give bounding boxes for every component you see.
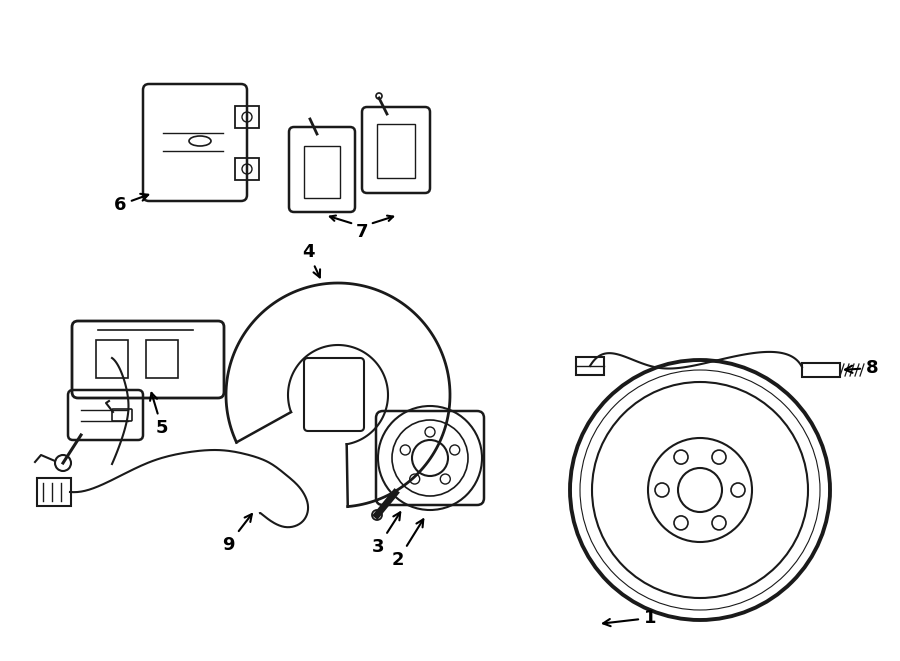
Bar: [377, 124, 415, 178]
Bar: [802, 363, 840, 377]
Bar: [304, 146, 340, 198]
Text: 3: 3: [372, 512, 400, 556]
Bar: [235, 106, 259, 128]
Circle shape: [376, 93, 382, 99]
Text: 2: 2: [392, 520, 423, 569]
Text: 8: 8: [845, 359, 878, 377]
Text: 1: 1: [603, 609, 656, 627]
FancyBboxPatch shape: [112, 409, 132, 421]
Text: 5: 5: [150, 393, 168, 437]
Bar: [96, 340, 128, 378]
Text: 9: 9: [221, 514, 252, 554]
Bar: [576, 357, 604, 375]
Text: 4: 4: [302, 243, 320, 278]
Text: 6: 6: [113, 194, 148, 214]
Bar: [235, 158, 259, 180]
Text: 7: 7: [356, 223, 368, 241]
FancyBboxPatch shape: [37, 478, 71, 506]
Circle shape: [55, 455, 71, 471]
Circle shape: [372, 510, 382, 520]
Bar: [146, 340, 178, 378]
